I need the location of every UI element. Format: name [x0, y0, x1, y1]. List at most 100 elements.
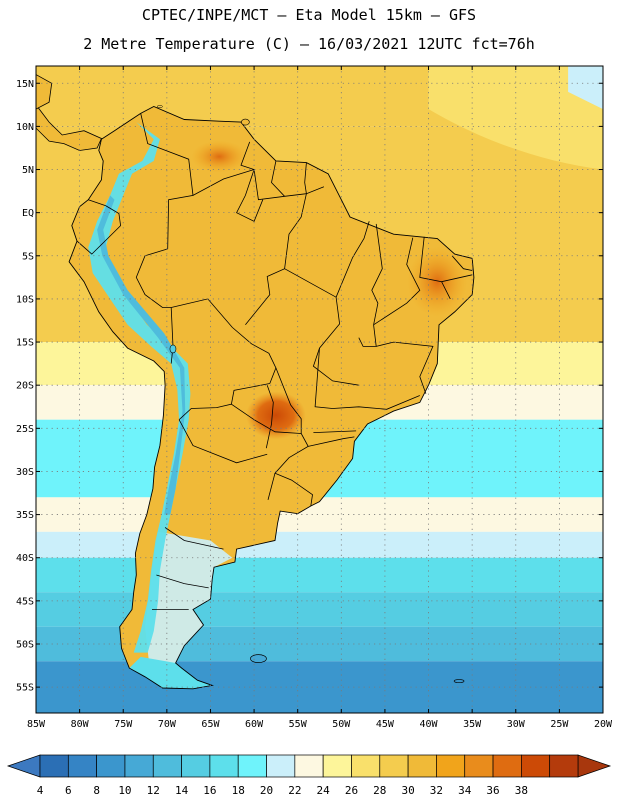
lon-tick-label: 25W	[550, 719, 569, 730]
lat-tick-label: 10S	[16, 294, 34, 305]
colorbar-swatch	[294, 754, 324, 778]
border-line	[371, 223, 383, 325]
trinidad	[241, 118, 250, 126]
lat-tick-label: 15N	[16, 79, 34, 90]
border-line	[231, 403, 302, 434]
colorbar-label: 10	[118, 784, 131, 797]
lat-tick-label: EQ	[22, 208, 34, 219]
lon-tick-label: 30W	[507, 719, 526, 730]
lat-tick-label: 5N	[22, 165, 34, 176]
lon-tick-label: 85W	[27, 719, 46, 730]
colorbar-label: 20	[260, 784, 273, 797]
lon-tick-label: 20W	[594, 719, 613, 730]
border-line	[140, 113, 194, 249]
border-line	[373, 237, 421, 326]
colorbar-label: 24	[317, 784, 331, 797]
border-line	[358, 324, 377, 347]
colorbar-swatch	[379, 754, 409, 778]
map-subtitle: 2 Metre Temperature (C) — 16/03/2021 12U…	[83, 35, 535, 53]
lat-tick-label: 30S	[16, 467, 34, 478]
lat-tick-label: 50S	[16, 639, 34, 650]
ocean-band	[36, 557, 603, 593]
colorbar-swatch	[351, 754, 381, 778]
border-line	[419, 236, 451, 300]
colorbar-swatch	[407, 754, 437, 778]
border-line	[376, 341, 434, 394]
colorbar-swatch	[181, 754, 211, 778]
lat-tick-label: 15S	[16, 338, 34, 349]
border-line	[192, 169, 255, 196]
lat-tick-label: 10N	[16, 122, 34, 133]
colorbar-swatch	[96, 754, 126, 778]
border-line	[314, 348, 420, 410]
colorbar-swatch	[266, 754, 296, 778]
coastline	[68, 106, 475, 690]
colorbar-under-arrow	[6, 754, 41, 778]
colorbar-label: 16	[203, 784, 216, 797]
lat-tick-label: 25S	[16, 424, 34, 435]
colorbar-swatch	[209, 754, 239, 778]
lon-tick-label: 75W	[114, 719, 133, 730]
lon-tick-label: 65W	[201, 719, 220, 730]
lon-tick-label: 50W	[332, 719, 351, 730]
border-line	[164, 527, 224, 550]
colorbar-swatch	[67, 754, 97, 778]
border-line	[271, 160, 285, 197]
colorbar-swatch	[521, 754, 551, 778]
colorbar-swatch	[124, 754, 154, 778]
ocean-band	[36, 531, 603, 558]
lon-tick-label: 45W	[376, 719, 395, 730]
colorbar-label: 6	[65, 784, 72, 797]
colorbar-label: 36	[486, 784, 499, 797]
colorbar-label: 30	[401, 784, 414, 797]
border-line	[178, 383, 270, 420]
land-region	[97, 195, 186, 515]
border-line	[313, 430, 357, 433]
colorbar-swatch	[549, 754, 579, 778]
lat-tick-label: 40S	[16, 553, 34, 564]
aruba	[157, 105, 163, 108]
lon-tick-label: 80W	[71, 719, 90, 730]
colorbar-label: 14	[175, 784, 189, 797]
border-line	[236, 169, 264, 222]
border-line	[76, 199, 122, 255]
colorbar-swatch	[39, 754, 69, 778]
border-line	[267, 473, 276, 501]
colorbar-label: 34	[458, 784, 472, 797]
colorbar-over-arrow	[577, 754, 612, 778]
lake-titicaca	[169, 344, 177, 354]
lat-tick-label: 20S	[16, 381, 34, 392]
border-line	[451, 255, 473, 271]
lat-tick-label: 55S	[16, 683, 34, 694]
colorbar-swatch	[152, 754, 182, 778]
lat-tick-label: 45S	[16, 596, 34, 607]
colorbar-label: 38	[515, 784, 528, 797]
lon-tick-label: 35W	[463, 719, 482, 730]
border-line	[304, 162, 307, 194]
colorbar-label: 32	[430, 784, 443, 797]
land-region	[245, 391, 306, 440]
colorbar-swatch	[237, 754, 267, 778]
border-line	[335, 221, 370, 298]
map-title: CPTEC/INPE/MCT — Eta Model 15km — GFS	[141, 6, 477, 24]
lat-tick-label: 5S	[22, 251, 34, 262]
colorbar-label: 4	[37, 784, 44, 797]
lat-tick-label: 35S	[16, 510, 34, 521]
falkland-islands	[250, 654, 267, 664]
colorbar-swatch	[492, 754, 522, 778]
south-georgia	[453, 679, 465, 683]
border-line	[156, 574, 209, 589]
colorbar-label: 26	[345, 784, 358, 797]
border-line	[265, 385, 274, 449]
border-line	[135, 248, 172, 308]
colorbar-label: 18	[232, 784, 245, 797]
lon-tick-label: 40W	[420, 719, 439, 730]
lon-tick-label: 60W	[245, 719, 264, 730]
border-line	[441, 274, 473, 283]
land-region	[36, 104, 102, 151]
colorbar-swatch	[464, 754, 494, 778]
colorbar-label: 28	[373, 784, 386, 797]
colorbar-swatch	[436, 754, 466, 778]
colorbar-label: 22	[288, 784, 301, 797]
